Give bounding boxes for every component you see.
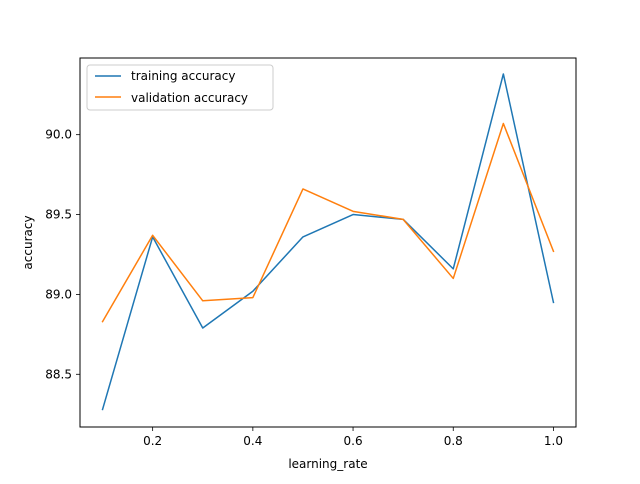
x-axis-label: learning_rate — [288, 457, 367, 471]
x-axis: 0.2 0.4 0.6 0.8 1.0 — [143, 427, 563, 448]
y-axis-label: accuracy — [21, 215, 35, 269]
plot-frame — [79, 57, 577, 428]
x-tick-label: 0.2 — [143, 434, 162, 448]
y-tick-label: 90.0 — [45, 128, 72, 142]
series-line-validation — [101, 122, 555, 323]
y-tick-label: 89.5 — [45, 208, 72, 222]
y-axis: 88.5 89.0 89.5 90.0 — [45, 128, 80, 381]
x-tick-label: 0.4 — [243, 434, 262, 448]
x-tick-label: 1.0 — [544, 434, 563, 448]
y-tick-label: 88.5 — [45, 367, 72, 381]
x-tick-label: 0.6 — [344, 434, 363, 448]
legend: training accuracy validation accuracy — [86, 64, 274, 111]
legend-label-validation: validation accuracy — [131, 91, 248, 105]
legend-label-training: training accuracy — [131, 69, 235, 83]
series-line-training — [101, 73, 555, 411]
legend-box — [86, 64, 274, 111]
series-layer — [101, 73, 555, 411]
y-tick-label: 89.0 — [45, 287, 72, 301]
x-tick-label: 0.8 — [444, 434, 463, 448]
